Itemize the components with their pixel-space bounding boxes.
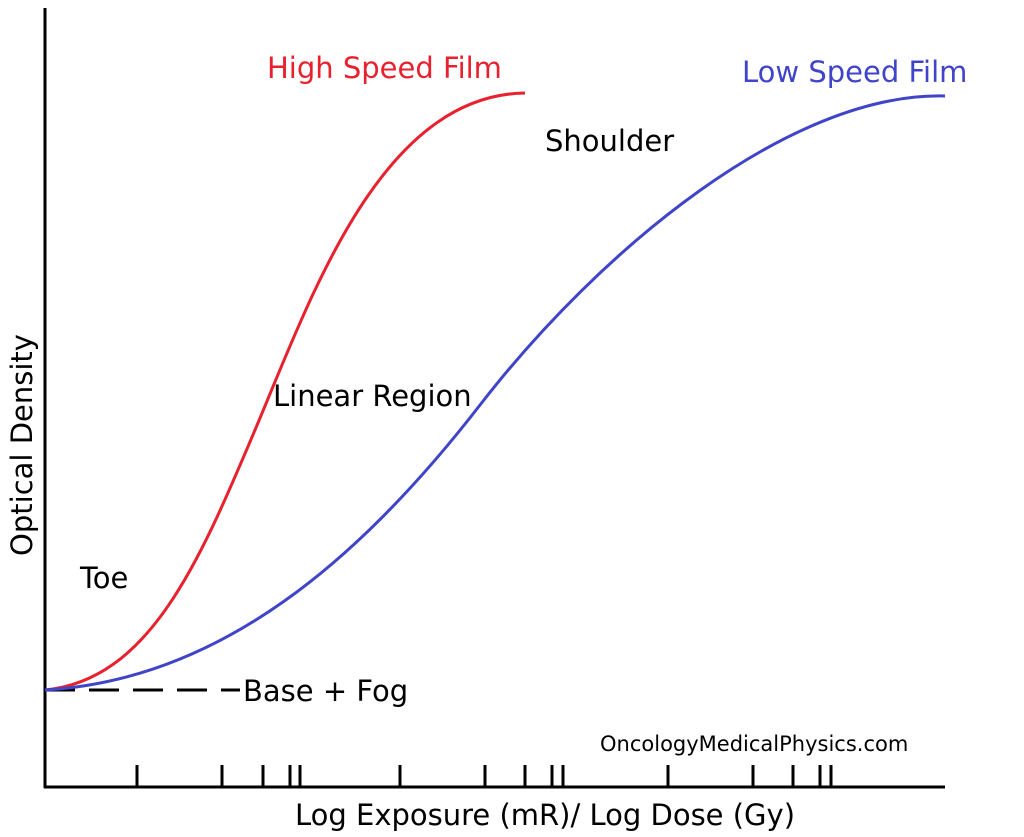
linear-label: Linear Region [273, 379, 472, 413]
x-axis-label: Log Exposure (mR)/ Log Dose (Gy) [295, 798, 795, 832]
y-axis-label: Optical Density [5, 334, 39, 556]
base-fog-label: Base + Fog [243, 674, 408, 708]
high-speed-label: High Speed Film [267, 51, 502, 85]
high-speed-curve [44, 91, 526, 692]
shoulder-label: Shoulder [545, 124, 674, 158]
low-speed-curve [44, 94, 946, 692]
axes [43, 8, 945, 789]
toe-label: Toe [79, 561, 128, 595]
source-label: OncologyMedicalPhysics.com [600, 732, 908, 756]
x-ticks [135, 765, 833, 787]
low-speed-label: Low Speed Film [742, 55, 967, 89]
